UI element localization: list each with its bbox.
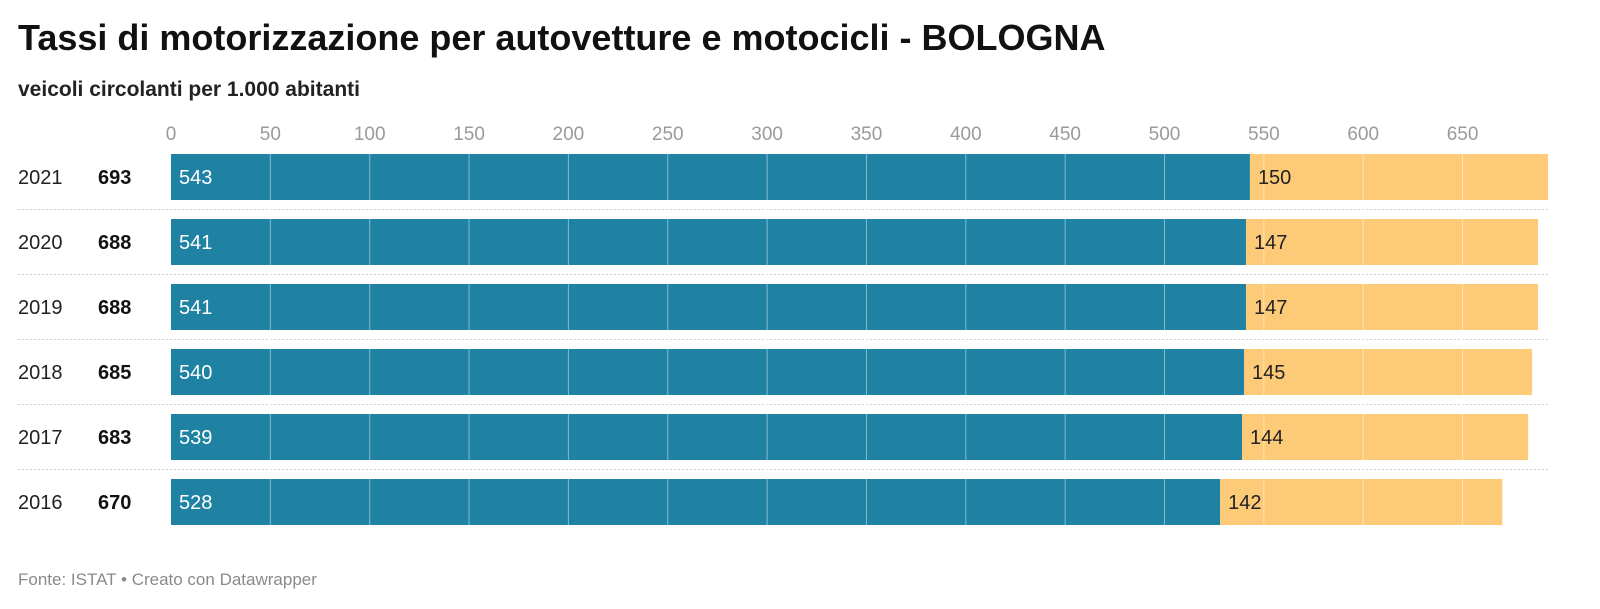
data-label-autovetture: 541 [179,232,212,254]
bar-segment-autovetture [171,349,1244,395]
x-tick-label: 200 [553,124,585,145]
segment-labels: 543 150 541 147 541 147 540 145 539 144 528 142 [179,167,1291,514]
total-label: 670 [98,492,131,514]
x-tick-label: 50 [260,124,281,145]
x-tick-label: 450 [1049,124,1081,145]
bar-segment-motocicli [1245,219,1539,265]
chart-title: Tassi di motorizzazione per autovetture … [18,17,1106,58]
data-label-motocicli: 150 [1258,167,1291,189]
data-label-autovetture: 540 [179,362,212,384]
source-note: Fonte: ISTAT [18,570,117,589]
total-label: 688 [98,297,131,319]
x-tick-label: 250 [652,124,684,145]
data-label-motocicli: 145 [1252,362,1285,384]
x-tick-label: 100 [354,124,386,145]
bar-segment-motocicli [1242,414,1529,460]
year-label: 2018 [18,362,63,384]
year-label: 2020 [18,232,63,254]
x-tick-label: 350 [851,124,883,145]
stacked-bar-chart: 0 50 100 150 200 250 300 350 400 450 500 550 600 650 … [18,124,1550,525]
x-tick-label: 400 [950,124,982,145]
credit-note: Creato con Datawrapper [131,570,317,589]
x-tick-label: 300 [751,124,783,145]
data-label-motocicli: 142 [1228,492,1261,514]
year-label: 2021 [18,167,63,189]
bar-segment-autovetture [171,479,1221,525]
year-label: 2017 [18,427,63,449]
data-label-motocicli: 144 [1250,427,1283,449]
chart-subtitle: veicoli circolanti per 1.000 abitanti [18,78,360,101]
x-axis-ticks: 0 50 100 150 200 250 300 350 400 450 500 550 600 650 [166,124,1479,145]
data-label-autovetture: 528 [179,492,212,514]
x-tick-label: 0 [166,124,177,145]
total-label: 693 [98,167,131,189]
total-label: 688 [98,232,131,254]
x-tick-label: 500 [1149,124,1181,145]
data-label-autovetture: 539 [179,427,212,449]
bar-segment-motocicli [1249,154,1548,200]
bar-segment-motocicli [1243,349,1533,395]
x-tick-label: 650 [1447,124,1479,145]
data-label-motocicli: 147 [1254,297,1287,319]
bar-segment-motocicli [1220,479,1503,525]
data-label-autovetture: 541 [179,297,212,319]
bar-segment-autovetture [171,414,1242,460]
bar-segment-autovetture [171,219,1246,265]
x-tick-label: 600 [1347,124,1379,145]
year-label: 2019 [18,297,63,319]
chart-footer: Fonte: ISTAT • Creato con Datawrapper [18,570,317,590]
gridlines [269,154,1464,525]
total-label: 685 [98,362,131,384]
data-label-motocicli: 147 [1254,232,1287,254]
total-label: 683 [98,427,131,449]
chart-rows: 2021 693 2020 688 2019 688 2018 685 2017 683 2016 6… [18,154,1550,525]
bar-segment-motocicli [1245,284,1539,330]
data-label-autovetture: 543 [179,167,212,189]
bar-segment-autovetture [171,154,1250,200]
x-tick-label: 150 [453,124,485,145]
bar-segment-autovetture [171,284,1246,330]
footer-separator: • [121,570,127,589]
year-label: 2016 [18,492,63,514]
x-tick-label: 550 [1248,124,1280,145]
